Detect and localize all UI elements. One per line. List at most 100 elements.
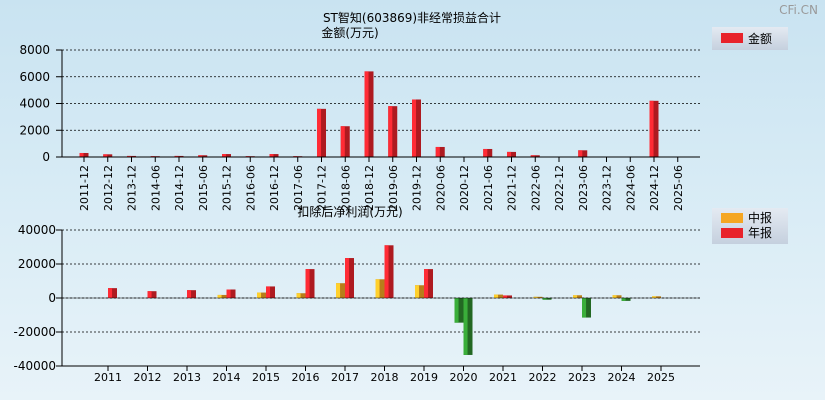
bar-highlight: [483, 148, 488, 157]
bar: [435, 146, 445, 157]
bar: [483, 148, 493, 157]
bar-shadow: [317, 108, 326, 157]
bar-shadow: [573, 295, 582, 298]
bar: [649, 100, 659, 157]
bar-highlight: [317, 108, 322, 157]
bar-highlight: [388, 106, 393, 157]
bar-shadow: [435, 146, 445, 157]
bar-shadow: [578, 150, 588, 157]
bar: [79, 152, 89, 157]
bar-interim: [336, 283, 345, 298]
bar-highlight: [533, 296, 538, 298]
bar-interim: [494, 294, 503, 298]
bar-highlight: [108, 288, 113, 298]
x-tick-label: 2023-12: [601, 165, 614, 211]
bar-highlight: [187, 290, 192, 298]
x-tick-label: 2015: [252, 371, 280, 384]
x-tick-label: 2011: [94, 371, 122, 384]
x-tick-label: 2020-12: [458, 165, 471, 211]
bar-shadow: [649, 100, 659, 157]
legend-label-amount: 金额: [748, 31, 772, 46]
bar-shadow: [340, 126, 350, 157]
bar-shadow: [336, 283, 345, 298]
y-tick-label: 0: [42, 150, 50, 164]
bar-shadow: [364, 71, 374, 157]
bar-highlight: [147, 291, 152, 298]
x-tick-label: 2014-12: [173, 165, 186, 211]
bar-shadow: [305, 269, 315, 298]
x-tick-label: 2021-06: [482, 165, 495, 211]
chart-bottom-axes: -40000 -20000 0 20000 40000 2011 2012 2013 2014 2…: [13, 223, 700, 384]
x-tick-label: 2024: [608, 371, 636, 384]
bar-interim: [217, 294, 227, 298]
x-tick-label: 2017-06: [292, 165, 305, 211]
bar-shadow: [79, 152, 89, 157]
bar: [198, 155, 208, 157]
x-tick-label: 2012-12: [102, 165, 115, 211]
chart-top-legend: 金额: [712, 27, 788, 50]
bar: [269, 154, 279, 157]
x-tick-label: 2018-12: [363, 165, 376, 211]
bar-highlight: [127, 155, 132, 157]
bar-annual: [345, 258, 354, 298]
bar: [317, 108, 326, 157]
x-tick-label: 2020-06: [434, 165, 447, 211]
bar: [388, 106, 398, 157]
bar-highlight: [345, 258, 350, 298]
x-tick-label: 2017: [331, 371, 359, 384]
x-tick-label: 2019-12: [411, 165, 424, 211]
bar-highlight: [384, 245, 389, 298]
bar-annual: [463, 298, 473, 355]
x-tick-label: 2024-06: [624, 165, 637, 211]
watermark: CFi.CN: [779, 3, 818, 17]
bar-highlight: [542, 298, 547, 300]
bar-shadow: [412, 99, 421, 157]
bar-shadow: [542, 298, 552, 300]
bar-shadow: [375, 279, 385, 298]
bar-shadow: [266, 286, 275, 298]
y-tick-label: -40000: [13, 359, 56, 373]
bar: [340, 126, 350, 157]
y-tick-label: 4000: [19, 97, 50, 111]
bar-highlight: [198, 155, 203, 157]
chart-top-ylabel: 金额(万元): [321, 25, 378, 40]
bar-annual: [384, 245, 394, 298]
x-tick-label: 2022-12: [553, 165, 566, 211]
bar: [530, 155, 540, 157]
x-tick-label: 2023: [568, 371, 596, 384]
bar: [103, 154, 113, 157]
chart-top-title: ST智知(603869)非经常损益合计: [323, 10, 501, 25]
bar-shadow: [108, 288, 117, 298]
bar-highlight: [79, 152, 84, 157]
bar-annual: [621, 298, 631, 301]
bar-shadow: [494, 294, 503, 298]
x-tick-label: 2022: [529, 371, 557, 384]
bar-highlight: [364, 71, 369, 157]
bar-highlight: [435, 146, 440, 157]
y-tick-label: 40000: [18, 223, 56, 237]
bar-highlight: [257, 292, 262, 298]
bar-highlight: [375, 279, 380, 298]
x-tick-label: 2017-12: [316, 165, 329, 211]
bar-highlight: [222, 154, 227, 157]
bar: [412, 99, 421, 157]
bar-shadow: [187, 290, 196, 298]
bar-annual: [424, 269, 433, 298]
bar-highlight: [336, 283, 341, 298]
y-tick-label: 0: [48, 291, 56, 305]
chart-bottom: 扣除后净利润(万元) -40000 -20000 0 20000 40000 2011 20…: [13, 204, 788, 384]
bar-interim: [533, 296, 543, 298]
bar-shadow: [507, 151, 516, 157]
bar-highlight: [612, 295, 617, 298]
bar: [174, 155, 184, 157]
x-tick-label: 2012: [134, 371, 162, 384]
bar-shadow: [612, 295, 622, 298]
bar-shadow: [174, 155, 184, 157]
y-tick-label: 8000: [19, 43, 50, 57]
legend-label-interim: 中报: [748, 210, 772, 225]
x-tick-label: 2016-06: [244, 165, 257, 211]
x-tick-label: 2018-06: [339, 165, 352, 211]
x-tick-label: 2019: [410, 371, 438, 384]
bar-shadow: [530, 155, 540, 157]
